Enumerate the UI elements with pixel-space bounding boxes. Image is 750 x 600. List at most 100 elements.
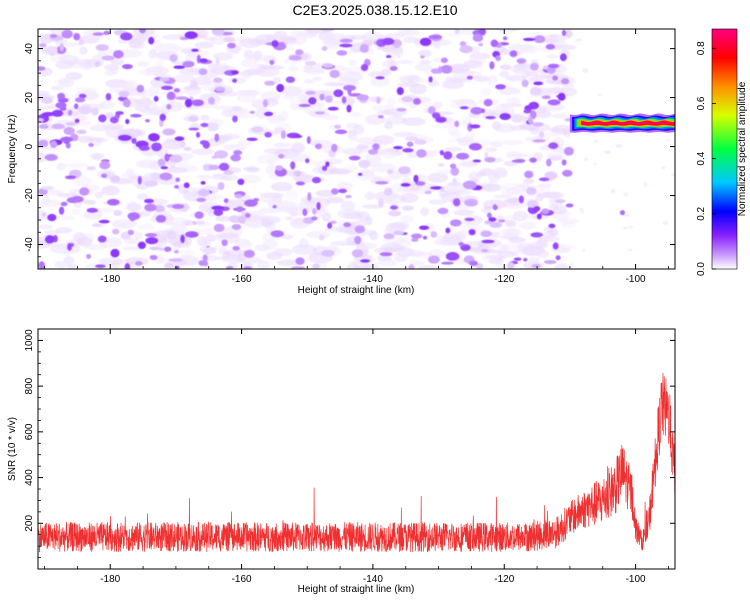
colorbar-gradient: [711, 28, 738, 270]
spectrogram-cell: [92, 152, 102, 161]
spectrogram-cell: [38, 118, 44, 122]
spectrogram-cell: [104, 70, 117, 76]
spectrogram-cell: [424, 222, 435, 233]
spectrogram-cell: [548, 155, 564, 161]
spectrogram-cell: [262, 99, 269, 108]
spectrogram-cell: [337, 181, 353, 191]
spectrogram-cell: [462, 180, 477, 190]
spectrogram-cell: [418, 225, 430, 230]
spectrogram-cell: [548, 142, 559, 150]
spectrogram-cell: [323, 114, 339, 121]
spectrogram-cell: [490, 140, 503, 148]
spectrogram-cell: [401, 249, 426, 257]
spectrogram-cell: [295, 181, 305, 186]
spectrogram-cell: [61, 29, 73, 39]
spectrogram-cell: [466, 75, 474, 80]
spectrogram-cell: [470, 106, 483, 115]
spectrogram-cell: [449, 163, 457, 169]
spectrogram-cell: [478, 42, 484, 47]
spectrogram-cell: [105, 93, 112, 101]
spectrogram-cell: [211, 205, 224, 211]
spectrogram-cell: [336, 50, 348, 56]
spectrogram-cell: [666, 138, 671, 142]
spectrogram-cell: [155, 253, 164, 264]
spectrogram-cell: [561, 78, 570, 85]
spectrogram-cell: [214, 133, 220, 142]
spectrogram-cell: [550, 44, 577, 51]
spectrogram-cell: [164, 153, 170, 162]
spectrogram-cell: [312, 76, 322, 81]
spectrogram-cell: [110, 58, 125, 66]
spectrogram-cell: [98, 257, 124, 266]
spectrogram-cell: [547, 99, 561, 106]
spectrogram-signal-band: [569, 113, 675, 133]
spectrogram-cell: [511, 114, 524, 123]
spectrogram-cell: [540, 184, 551, 193]
spectrogram-cell: [200, 114, 210, 121]
spectrogram-cell: [453, 209, 475, 216]
spectrogram-cell: [437, 207, 449, 215]
spectrogram-cell: [105, 112, 115, 119]
spectrogram-cell: [212, 173, 227, 180]
spectrogram-cell: [429, 186, 443, 190]
spectrogram-cell: [499, 112, 511, 121]
spectrogram-cell: [544, 132, 561, 137]
spectrogram-cell: [327, 106, 339, 111]
spectrogram-cell: [515, 44, 539, 54]
spectrogram-cell: [60, 136, 74, 143]
spectrogram-cell: [243, 249, 255, 258]
spectrogram-cell: [523, 258, 528, 262]
spectrogram-x-tick-label: -100: [626, 274, 646, 285]
spectrogram-cell: [50, 85, 64, 91]
spectrogram-cell: [541, 208, 550, 215]
spectrogram-cell: [420, 207, 429, 217]
spectrogram-cell: [169, 54, 178, 62]
spectrogram-x-tick-label: -120: [494, 274, 514, 285]
spectrogram-cell: [532, 122, 544, 127]
spectrogram-cell: [575, 38, 582, 42]
spectrogram-cell: [290, 142, 306, 154]
spectrogram-cell: [400, 182, 411, 187]
spectrogram-cell: [452, 177, 457, 185]
spectrogram-cell: [554, 199, 566, 203]
spectrogram-cell: [67, 109, 73, 116]
spectrogram-cell: [259, 215, 281, 224]
spectrogram-cell: [423, 136, 434, 143]
spectrogram-cell: [311, 176, 322, 184]
spectrogram-cell: [285, 76, 296, 83]
spectrogram-cell: [79, 187, 90, 196]
spectrogram-cell: [91, 107, 99, 116]
spectrogram-cell: [65, 122, 78, 126]
spectrogram-cell: [82, 210, 104, 220]
spectrogram-cell: [532, 139, 546, 143]
spectrogram-cell: [298, 238, 309, 250]
spectrogram-cell: [345, 194, 352, 199]
spectrogram-cell: [594, 139, 598, 144]
spectrogram-cell: [217, 181, 225, 191]
spectrogram-cell: [117, 134, 132, 142]
spectrogram-cell: [467, 171, 482, 181]
spectrogram-cell: [528, 116, 534, 125]
spectrogram-cell: [303, 67, 326, 75]
spectrogram-cell: [440, 57, 448, 64]
spectrogram-cell: [94, 61, 101, 67]
spectrogram-cell: [273, 142, 291, 148]
spectrogram-cell: [418, 49, 432, 57]
spectrogram-cell: [76, 129, 87, 135]
spectrogram-cell: [401, 205, 414, 211]
spectrogram-cell: [476, 139, 493, 146]
spectrogram-cell: [314, 111, 325, 115]
spectrogram-cell: [45, 46, 58, 54]
spectrogram-cell: [557, 92, 566, 101]
spectrogram-cell: [338, 188, 348, 194]
spectrogram-cell: [538, 177, 550, 182]
spectrogram-cell: [291, 266, 306, 269]
spectrogram-cell: [559, 53, 567, 62]
spectrogram-cell: [225, 266, 234, 269]
spectrogram-cell: [507, 153, 532, 158]
spectrogram-cell: [118, 90, 130, 98]
spectrogram-cell: [209, 63, 225, 70]
spectrogram-cell: [137, 241, 146, 250]
spectrogram-cell: [383, 233, 395, 240]
